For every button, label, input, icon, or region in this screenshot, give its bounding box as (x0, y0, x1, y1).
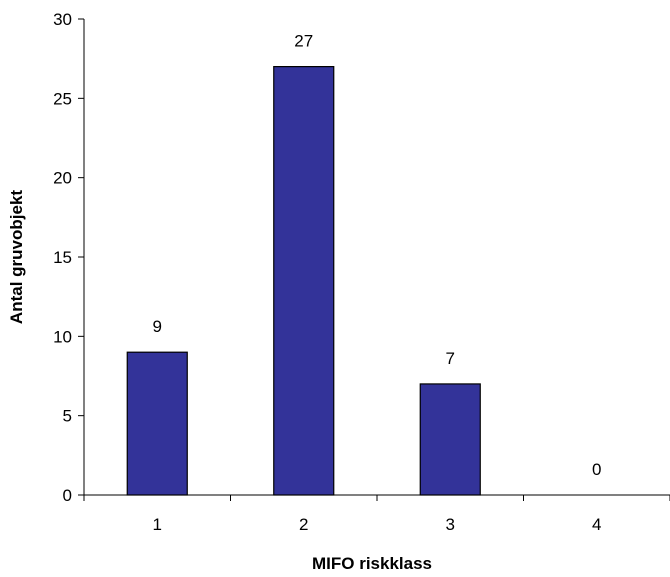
bar-2 (273, 65, 335, 496)
y-tick-label: 0 (63, 486, 72, 505)
y-tick-label: 10 (53, 327, 72, 346)
y-tick-label: 5 (63, 407, 72, 426)
y-tick-label: 15 (53, 248, 72, 267)
data-label-2: 27 (294, 32, 313, 51)
data-label-3: 7 (446, 349, 455, 368)
x-tick-label: 2 (299, 515, 308, 534)
bar-1 (126, 351, 188, 496)
y-axis-title: Antal gruvobjekt (7, 190, 26, 324)
bar-3 (419, 383, 481, 496)
x-tick-label: 4 (592, 515, 601, 534)
y-tick-label: 25 (53, 89, 72, 108)
x-axis-ticks: 1 2 3 4 (83, 495, 670, 534)
x-tick-label: 1 (153, 515, 162, 534)
bar-series (126, 65, 481, 496)
y-axis-ticks: 0 5 10 15 20 25 30 (53, 10, 84, 505)
data-labels: 9 27 7 0 (153, 32, 602, 479)
y-tick-label: 30 (53, 10, 72, 29)
x-tick-label: 3 (446, 515, 455, 534)
data-label-4: 0 (592, 460, 601, 479)
data-label-1: 9 (153, 317, 162, 336)
y-tick-label: 20 (53, 169, 72, 188)
x-axis-title: MIFO riskklass (312, 554, 432, 573)
